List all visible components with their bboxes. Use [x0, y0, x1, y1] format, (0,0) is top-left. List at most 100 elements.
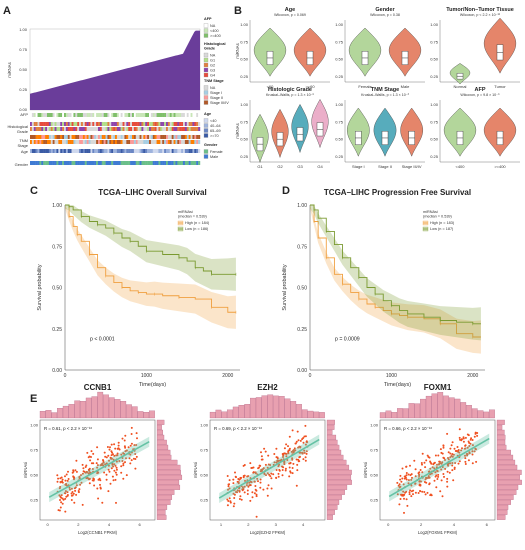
track-cell: [177, 127, 180, 131]
violin-ytick: 0.75: [430, 39, 439, 44]
track-cell: [169, 149, 172, 153]
scatter-point: [299, 439, 302, 442]
scatter-point: [266, 494, 269, 497]
scatter-point: [411, 476, 413, 479]
legend-swatch: [203, 100, 209, 105]
scatter-point: [287, 445, 289, 448]
track-cell: [154, 135, 157, 139]
km-p-value: p < 0.0001: [90, 336, 115, 342]
scatter-point: [129, 444, 132, 447]
violin-xtick: Tumor: [494, 84, 506, 89]
hist-bar-top: [379, 412, 386, 419]
track-cell: [171, 135, 174, 139]
scatter-point: [81, 503, 84, 506]
scatter-point: [396, 493, 399, 496]
scatter-point: [227, 500, 230, 502]
scatter-point: [265, 474, 267, 477]
track-cell: [133, 161, 136, 165]
scatter-point: [80, 481, 83, 484]
track-cell: [175, 161, 178, 165]
track-cell: [135, 135, 138, 139]
scatter-point: [228, 487, 231, 490]
track-cell: [69, 127, 72, 131]
track-cell: [52, 140, 55, 144]
track-cell: [181, 161, 184, 165]
scatter-point: [63, 492, 66, 495]
track-cell: [181, 113, 184, 117]
track-cell: [184, 140, 187, 144]
track-cell: [118, 122, 121, 126]
scatter-point: [398, 483, 401, 486]
track-cell: [158, 140, 161, 144]
scatter-point: [464, 457, 467, 460]
fit-line: [388, 437, 490, 498]
hist-bar-right: [496, 449, 511, 455]
scatter-point: [238, 498, 241, 500]
track-cell: [73, 161, 76, 165]
track-cell: [105, 161, 108, 165]
track-cell: [192, 122, 195, 126]
scatter-point: [402, 483, 405, 486]
violin-ylabel: miRNAs: [235, 43, 240, 58]
track-cell: [107, 161, 110, 165]
track-cell: [50, 113, 53, 117]
scatter-point: [106, 446, 109, 448]
track-cell: [160, 127, 163, 131]
scatter-point: [288, 466, 291, 469]
scatter-point: [303, 449, 306, 452]
track-cell: [94, 140, 97, 144]
track-cell: [41, 113, 44, 117]
scatter-xtick: 4: [108, 522, 111, 527]
track-cell: [45, 127, 48, 131]
scatter-point: [402, 494, 405, 497]
scatter-point: [67, 470, 69, 473]
violin-xtick: G3: [297, 164, 303, 169]
track-cell: [105, 149, 108, 153]
track-cell: [41, 161, 44, 165]
track-cell: [143, 140, 146, 144]
track-cell: [181, 135, 184, 139]
track-cell: [56, 149, 59, 153]
hist-bar-top: [454, 398, 461, 419]
scatter-point: [242, 475, 245, 477]
track-cell: [154, 140, 157, 144]
hist-bar-top: [397, 408, 403, 419]
hist-bar-right: [326, 509, 335, 515]
km-title: TCGA–LIHC Overall Survival: [98, 188, 206, 197]
track-cell: [73, 122, 76, 126]
track-cell: [58, 122, 61, 126]
track-cell: [30, 149, 33, 153]
hist-bar-right: [156, 444, 169, 450]
track-cell: [143, 161, 146, 165]
track-cell: [184, 127, 187, 131]
scatter-point: [467, 459, 470, 462]
track-cell: [79, 127, 82, 131]
scatter-point: [460, 449, 463, 452]
scatter-point: [424, 466, 427, 469]
km-ci-band: [65, 205, 236, 291]
track-cell: [60, 122, 63, 126]
scatter-point: [91, 479, 94, 482]
scatter-point: [226, 504, 229, 507]
scatter-point: [448, 471, 451, 474]
hist-bar-top: [437, 392, 444, 419]
hist-bar-top: [319, 412, 325, 419]
scatter-point: [123, 445, 126, 448]
scatter-point: [238, 478, 241, 481]
scatter-point: [59, 506, 62, 509]
violin-ytick: 0.50: [240, 137, 249, 142]
hist-bar-right: [496, 434, 506, 440]
track-cell: [152, 161, 155, 165]
track-cell: [56, 113, 59, 117]
scatter-point: [107, 464, 110, 467]
track-cell: [160, 135, 163, 139]
scatter-point: [88, 482, 91, 485]
track-cell: [162, 140, 165, 144]
track-cell: [143, 113, 146, 117]
track-cell: [79, 135, 82, 139]
scatter-point: [423, 491, 426, 493]
scatter-point: [426, 491, 429, 494]
scatter-point: [60, 496, 63, 499]
track-cell: [130, 149, 133, 153]
scatter-point: [281, 469, 284, 471]
